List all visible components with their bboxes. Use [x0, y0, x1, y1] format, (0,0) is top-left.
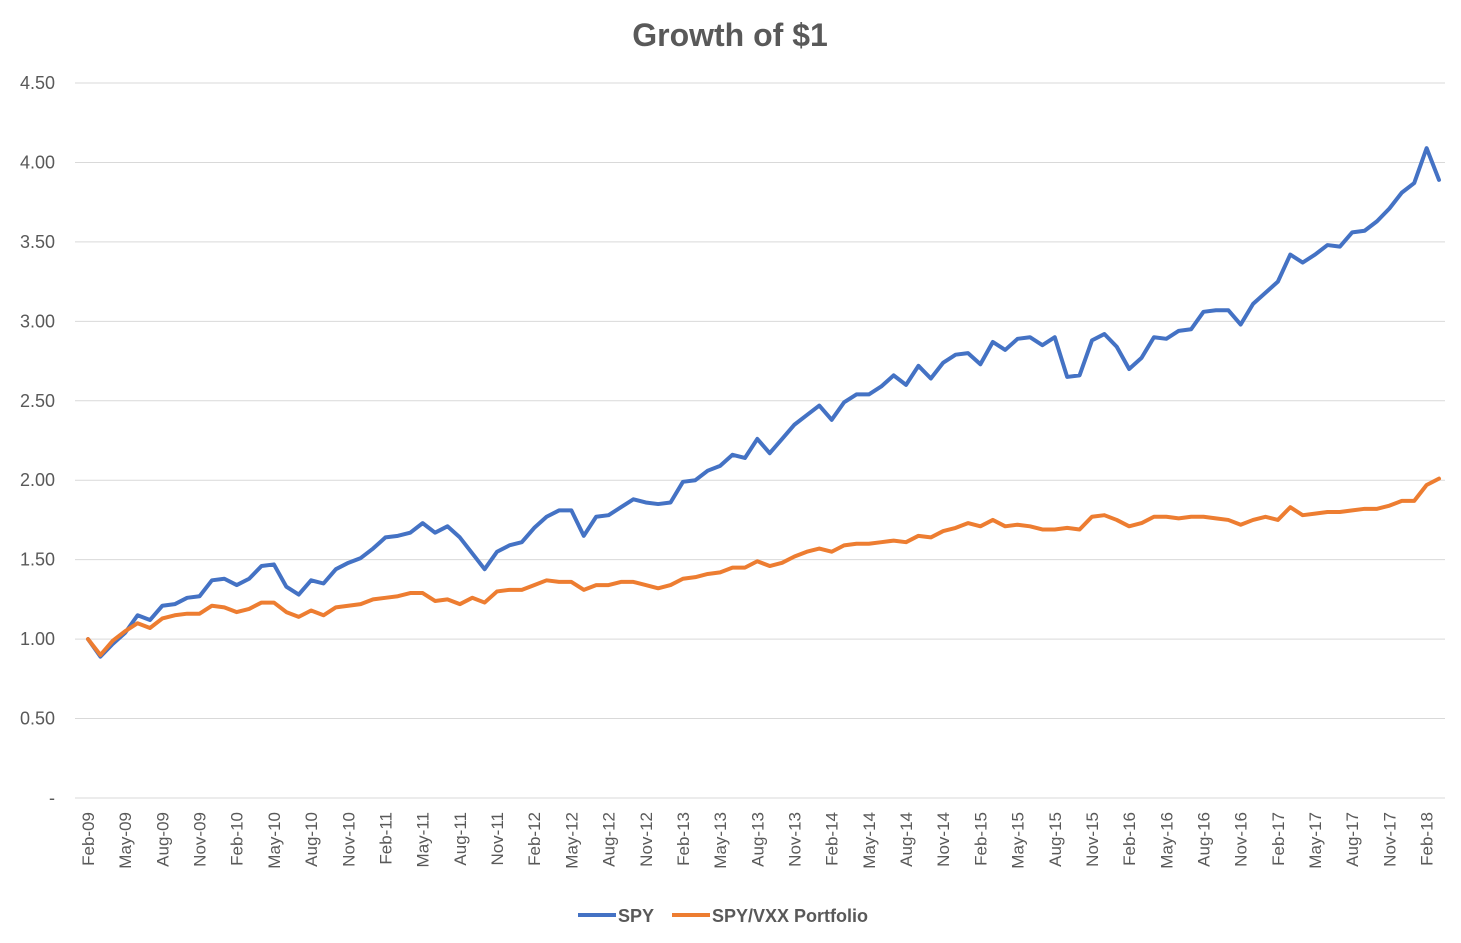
x-tick-label: Aug-13: [748, 812, 767, 867]
x-tick-label: Feb-15: [971, 812, 990, 866]
x-tick-label: May-12: [562, 812, 581, 869]
y-axis: - 0.50 1.00 1.50 2.00 2.50 3.00 3.50 4.00 4.50: [20, 73, 55, 808]
x-tick-label: Nov-15: [1083, 812, 1102, 867]
x-tick-label: Nov-13: [785, 812, 804, 867]
y-tick-label: 4.50: [20, 73, 55, 93]
legend-label: SPY: [618, 906, 654, 926]
series-line-spy: [86, 146, 1441, 659]
x-tick-label: Nov-14: [934, 812, 953, 867]
x-tick-label: Aug-10: [302, 812, 321, 867]
x-tick-label: Feb-09: [79, 812, 98, 866]
y-tick-label: 1.50: [20, 550, 55, 570]
legend-label: SPY/VXX Portfolio: [712, 906, 868, 926]
x-tick-label: Feb-16: [1120, 812, 1139, 866]
x-tick-label: Feb-11: [376, 812, 395, 865]
chart-title: Growth of $1: [632, 17, 828, 53]
x-tick-label: May-15: [1009, 812, 1028, 869]
gridlines: [75, 82, 1445, 799]
x-tick-label: Nov-12: [637, 812, 656, 867]
x-tick-label: Feb-13: [674, 812, 693, 866]
x-tick-label: Aug-09: [153, 812, 172, 867]
series-line-spy-vxx-portfolio: [86, 476, 1441, 657]
y-tick-label: 3.50: [20, 232, 55, 252]
x-tick-label: May-16: [1157, 812, 1176, 869]
x-tick-label: Nov-16: [1232, 812, 1251, 867]
y-tick-label: 1.00: [20, 629, 55, 649]
x-tick-label: May-10: [265, 812, 284, 869]
x-tick-label: May-13: [711, 812, 730, 869]
x-tick-label: Aug-17: [1343, 812, 1362, 867]
x-tick-label: Feb-18: [1418, 812, 1437, 866]
y-tick-label: 3.00: [20, 311, 55, 331]
x-tick-label: Aug-15: [1046, 812, 1065, 867]
y-tick-label: -: [49, 788, 55, 808]
series-lines: [86, 146, 1441, 659]
x-tick-label: May-17: [1306, 812, 1325, 869]
x-tick-label: May-11: [414, 812, 433, 867]
x-tick-label: Feb-10: [228, 812, 247, 866]
x-tick-label: Nov-17: [1380, 812, 1399, 867]
x-tick-label: Nov-09: [191, 812, 210, 867]
x-tick-label: Aug-11: [451, 812, 470, 866]
x-tick-label: Feb-14: [823, 812, 842, 866]
y-tick-label: 2.50: [20, 391, 55, 411]
x-tick-label: Aug-12: [600, 812, 619, 867]
x-tick-label: Aug-14: [897, 812, 916, 867]
x-tick-label: Nov-10: [339, 812, 358, 867]
legend: SPY SPY/VXX Portfolio: [578, 906, 868, 926]
x-tick-label: Feb-17: [1269, 812, 1288, 866]
x-tick-label: May-09: [116, 812, 135, 869]
y-tick-label: 4.00: [20, 152, 55, 172]
y-tick-label: 2.00: [20, 470, 55, 490]
y-tick-label: 0.50: [20, 709, 55, 729]
x-tick-label: May-14: [860, 812, 879, 869]
x-tick-label: Aug-16: [1195, 812, 1214, 867]
x-axis: Feb-09 May-09 Aug-09 Nov-09 Feb-10 May-10 Aug-…: [79, 812, 1437, 869]
x-tick-label: Feb-12: [525, 812, 544, 866]
x-tick-label: Nov-11: [488, 812, 507, 866]
